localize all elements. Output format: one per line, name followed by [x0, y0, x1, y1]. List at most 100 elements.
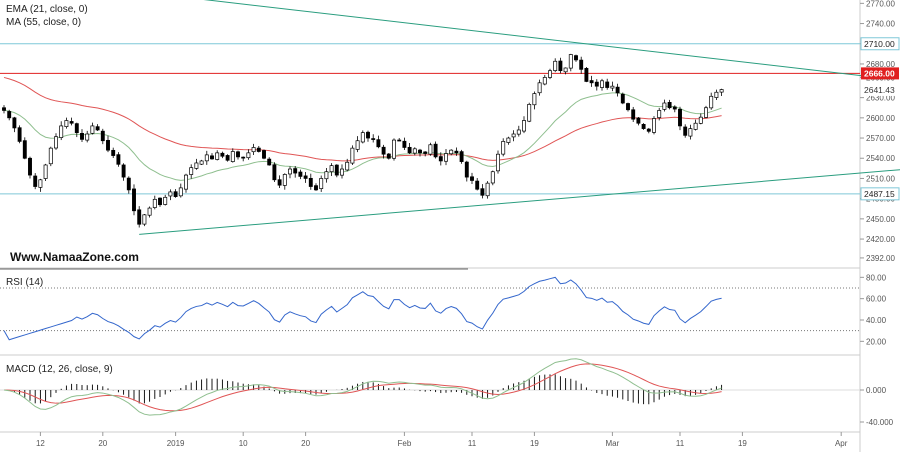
- level-tag-box: [861, 67, 899, 80]
- price-y-tick-label: 2600.00: [866, 114, 895, 123]
- macd-y-tick-label: 0.000: [866, 386, 887, 395]
- candle: [116, 152, 121, 167]
- candle: [137, 206, 142, 228]
- candle: [615, 83, 620, 97]
- candle: [152, 195, 157, 210]
- x-tick-label: Mar: [606, 439, 620, 448]
- candle: [714, 89, 719, 101]
- candle: [95, 124, 100, 131]
- level-tag-label: 2641.43: [864, 85, 895, 95]
- macd-line: [3, 358, 722, 416]
- candle: [454, 147, 459, 156]
- candle: [80, 129, 84, 142]
- candle: [652, 116, 656, 135]
- candle: [584, 66, 589, 83]
- candle: [142, 214, 147, 227]
- candle: [329, 163, 334, 176]
- candle: [33, 173, 38, 190]
- candle: [605, 78, 610, 90]
- candle: [366, 130, 370, 142]
- candle: [225, 154, 230, 162]
- candle: [189, 164, 194, 179]
- candle: [184, 173, 188, 193]
- candle: [542, 74, 547, 86]
- candle: [620, 92, 625, 105]
- candle: [277, 175, 282, 188]
- candle: [59, 121, 64, 141]
- candle: [132, 184, 136, 216]
- rsi-y-tick-label: 40.00: [866, 316, 887, 325]
- candle: [314, 183, 318, 191]
- candle: [85, 130, 90, 143]
- candle: [293, 166, 298, 178]
- candle: [111, 147, 116, 158]
- macd-panel-title: MACD (12, 26, close, 9): [6, 364, 113, 375]
- candle: [449, 149, 454, 156]
- price-horizontal-levels: [0, 43, 860, 195]
- candle: [646, 127, 651, 134]
- candle: [397, 138, 402, 142]
- candle: [412, 147, 417, 156]
- candle: [506, 136, 511, 145]
- price-y-tick-label: 2420.00: [866, 235, 895, 244]
- price-level-tags: 2710.00 2666.00 2641.43 2487.15: [860, 37, 900, 201]
- price-y-tick-label: 2570.00: [866, 134, 895, 143]
- candle: [298, 169, 303, 180]
- price-y-tick-label: 2450.00: [866, 215, 895, 224]
- candle: [672, 105, 677, 113]
- price-panel: 2392.002420.002450.002480.002510.002540.…: [0, 0, 900, 264]
- level-tag-box: [861, 83, 899, 96]
- ema-21-line: [3, 92, 722, 181]
- level-tag-label: 2666.00: [864, 68, 895, 78]
- candle: [168, 189, 173, 201]
- candle: [340, 164, 344, 179]
- candle: [345, 158, 350, 172]
- x-tick-label: Apr: [835, 439, 848, 448]
- candle: [470, 172, 474, 185]
- candle: [600, 78, 604, 91]
- macd-signal-line: [3, 363, 722, 412]
- x-tick-label: Feb: [398, 439, 412, 448]
- candle: [548, 68, 552, 80]
- price-y-tick-label: 2770.00: [866, 0, 895, 8]
- ma-55-line: [3, 76, 722, 162]
- candle: [636, 116, 641, 126]
- candle: [12, 116, 17, 133]
- candle: [147, 206, 152, 218]
- candle: [678, 106, 682, 131]
- candle: [428, 142, 433, 156]
- x-tick-label: 12: [36, 439, 45, 448]
- trendlines: [139, 0, 900, 235]
- candle: [522, 116, 526, 134]
- x-tick-label: 11: [676, 439, 685, 448]
- rsi-y-tick-label: 80.00: [866, 273, 887, 282]
- candle: [402, 137, 407, 150]
- watermark: Www.NamaaZone.com: [10, 250, 139, 264]
- ma-indicator-label: MA (55, close, 0): [6, 17, 81, 28]
- candlesticks: [2, 53, 724, 228]
- trendline-lower: [139, 169, 900, 235]
- candle: [480, 184, 485, 199]
- candle: [683, 124, 688, 138]
- candle: [22, 137, 27, 160]
- candle: [303, 172, 308, 183]
- level-tag-box: [860, 187, 900, 201]
- price-y-tick-label: 2680.00: [866, 60, 895, 69]
- rsi-levels: [0, 287, 860, 332]
- candle: [423, 151, 428, 157]
- candle: [230, 148, 235, 163]
- macd-y-tick-label: -40.000: [866, 418, 894, 427]
- x-tick-label: 20: [98, 439, 107, 448]
- candle: [475, 178, 480, 191]
- candle: [220, 151, 225, 159]
- candle: [371, 134, 376, 143]
- candle: [407, 143, 412, 154]
- rsi-panel-title: RSI (14): [6, 277, 43, 288]
- candle: [433, 141, 438, 159]
- candle: [246, 149, 251, 160]
- candle: [241, 156, 246, 162]
- candle: [626, 102, 630, 112]
- candle: [163, 194, 168, 206]
- candle: [698, 113, 703, 125]
